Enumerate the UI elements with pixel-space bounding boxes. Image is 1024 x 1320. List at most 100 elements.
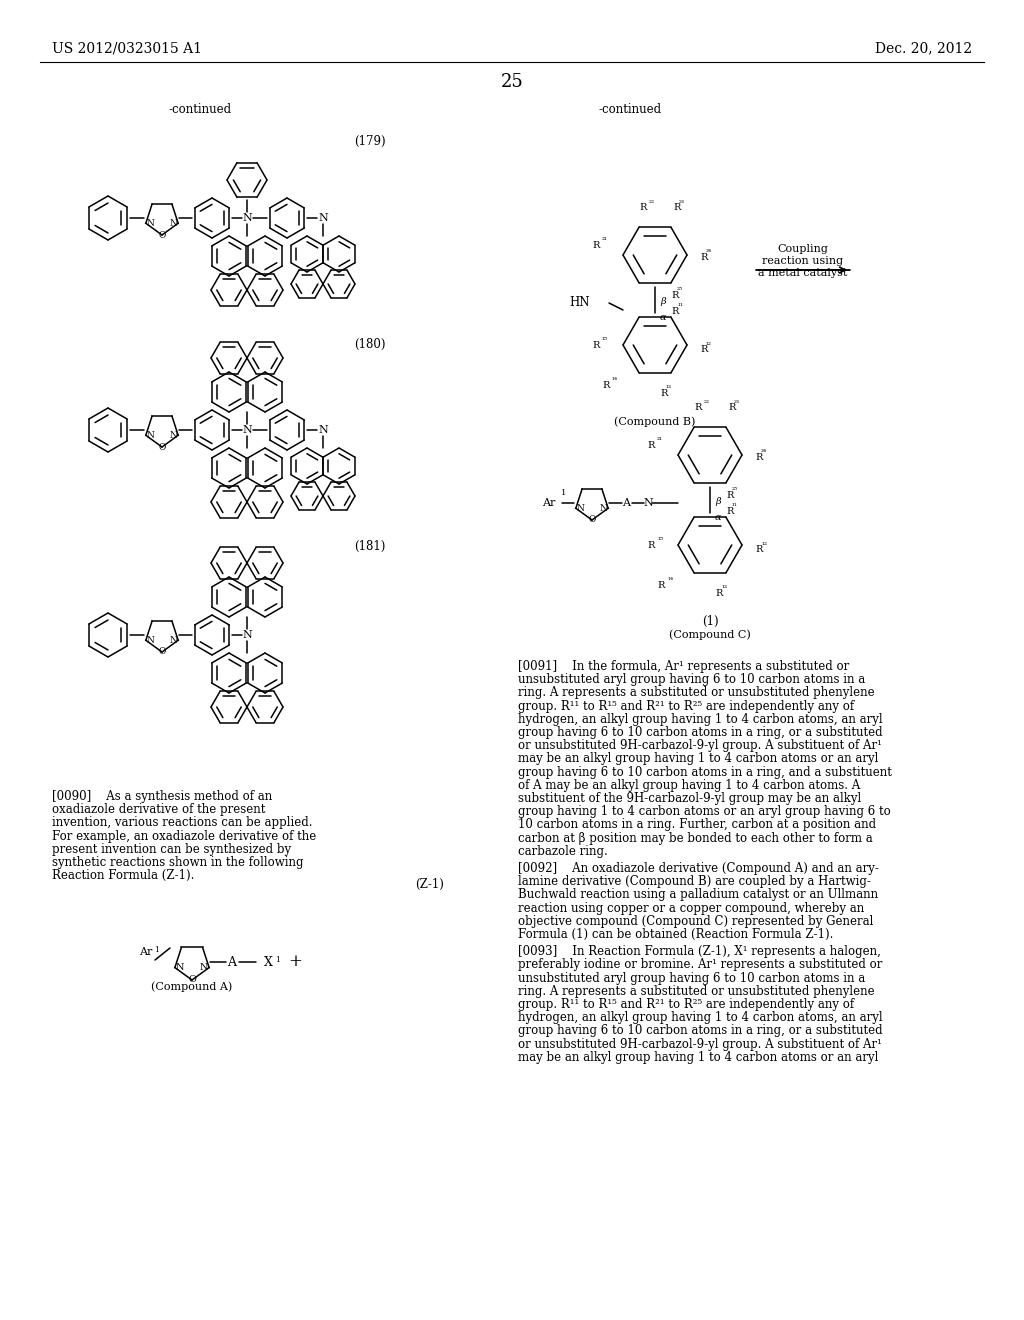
Text: ¹⁴: ¹⁴: [667, 577, 673, 585]
Text: N: N: [146, 430, 155, 440]
Text: ¹⁴: ¹⁴: [612, 378, 618, 385]
Text: Ar: Ar: [542, 498, 555, 508]
Text: R: R: [728, 404, 735, 412]
Text: group having 6 to 10 carbon atoms in a ring, or a substituted: group having 6 to 10 carbon atoms in a r…: [518, 1024, 883, 1038]
Text: N: N: [318, 425, 328, 436]
Text: [0091]    In the formula, Ar¹ represents a substituted or: [0091] In the formula, Ar¹ represents a …: [518, 660, 849, 673]
Text: ²⁴: ²⁴: [761, 449, 767, 457]
Text: R: R: [700, 252, 708, 261]
Text: reaction using: reaction using: [763, 256, 844, 267]
Text: hydrogen, an alkyl group having 1 to 4 carbon atoms, an aryl: hydrogen, an alkyl group having 1 to 4 c…: [518, 1011, 883, 1024]
Text: O: O: [589, 516, 596, 524]
Text: ²²: ²²: [649, 201, 655, 209]
Text: ¹⁵: ¹⁵: [657, 537, 663, 545]
Text: (Compound B): (Compound B): [614, 416, 695, 426]
Text: ¹³: ¹³: [666, 385, 672, 393]
Text: R: R: [715, 589, 722, 598]
Text: objective compound (Compound C) represented by General: objective compound (Compound C) represen…: [518, 915, 873, 928]
Text: R: R: [660, 388, 668, 397]
Text: -continued: -continued: [168, 103, 231, 116]
Text: R: R: [657, 581, 665, 590]
Text: R: R: [647, 540, 655, 549]
Text: N: N: [599, 504, 607, 512]
Text: R: R: [755, 453, 763, 462]
Text: R: R: [647, 441, 655, 450]
Text: N: N: [146, 636, 155, 644]
Text: N: N: [146, 219, 155, 228]
Text: β: β: [660, 297, 666, 306]
Text: (1): (1): [701, 615, 718, 628]
Text: N: N: [643, 498, 653, 508]
Text: N: N: [169, 219, 177, 228]
Text: α: α: [715, 512, 722, 521]
Text: 1: 1: [561, 488, 566, 498]
Text: or unsubstituted 9H-carbazol-9-yl group. A substituent of Ar¹: or unsubstituted 9H-carbazol-9-yl group.…: [518, 1038, 882, 1051]
Text: (181): (181): [354, 540, 386, 553]
Text: group having 1 to 4 carbon atoms or an aryl group having 6 to: group having 1 to 4 carbon atoms or an a…: [518, 805, 891, 818]
Text: β: β: [715, 498, 721, 507]
Text: R: R: [694, 404, 702, 412]
Text: ²¹: ²¹: [657, 437, 663, 445]
Text: ²³: ²³: [679, 201, 685, 209]
Text: -continued: -continued: [598, 103, 662, 116]
Text: a metal catalyst: a metal catalyst: [759, 268, 848, 279]
Text: may be an alkyl group having 1 to 4 carbon atoms or an aryl: may be an alkyl group having 1 to 4 carb…: [518, 1051, 879, 1064]
Text: ²¹: ²¹: [602, 238, 608, 246]
Text: Coupling: Coupling: [777, 244, 828, 253]
Text: R: R: [755, 545, 763, 554]
Text: R: R: [671, 290, 678, 300]
Text: O: O: [159, 442, 166, 451]
Text: of A may be an alkyl group having 1 to 4 carbon atoms. A: of A may be an alkyl group having 1 to 4…: [518, 779, 860, 792]
Text: R: R: [673, 203, 680, 213]
Text: Dec. 20, 2012: Dec. 20, 2012: [874, 41, 972, 55]
Text: synthetic reactions shown in the following: synthetic reactions shown in the followi…: [52, 855, 303, 869]
Text: (Compound C): (Compound C): [669, 630, 751, 640]
Text: US 2012/0323015 A1: US 2012/0323015 A1: [52, 41, 202, 55]
Text: α: α: [660, 313, 667, 322]
Text: 25: 25: [501, 73, 523, 91]
Text: ring. A represents a substituted or unsubstituted phenylene: ring. A represents a substituted or unsu…: [518, 985, 874, 998]
Text: HN: HN: [569, 297, 590, 309]
Text: A: A: [622, 498, 630, 508]
Text: R: R: [671, 306, 678, 315]
Text: R: R: [700, 346, 708, 355]
Text: (179): (179): [354, 135, 386, 148]
Text: N: N: [242, 630, 252, 640]
Text: N: N: [176, 964, 184, 972]
Text: invention, various reactions can be applied.: invention, various reactions can be appl…: [52, 816, 312, 829]
Text: N: N: [242, 213, 252, 223]
Text: group having 6 to 10 carbon atoms in a ring, or a substituted: group having 6 to 10 carbon atoms in a r…: [518, 726, 883, 739]
Text: O: O: [159, 231, 166, 239]
Text: Ar: Ar: [138, 946, 152, 957]
Text: group. R¹¹ to R¹⁵ and R²¹ to R²⁵ are independently any of: group. R¹¹ to R¹⁵ and R²¹ to R²⁵ are ind…: [518, 998, 854, 1011]
Text: ¹²: ¹²: [706, 342, 712, 350]
Text: ²²: ²²: [705, 400, 710, 408]
Text: ¹²: ¹²: [761, 543, 767, 550]
Text: N: N: [242, 425, 252, 436]
Text: Formula (1) can be obtained (Reaction Formula Z-1).: Formula (1) can be obtained (Reaction Fo…: [518, 928, 834, 941]
Text: A: A: [227, 956, 237, 969]
Text: ²⁵: ²⁵: [677, 286, 683, 294]
Text: (Compound A): (Compound A): [152, 982, 232, 993]
Text: ¹¹: ¹¹: [732, 503, 738, 511]
Text: ¹⁵: ¹⁵: [602, 337, 608, 345]
Text: N: N: [169, 430, 177, 440]
Text: oxadiazole derivative of the present: oxadiazole derivative of the present: [52, 803, 265, 816]
Text: carbazole ring.: carbazole ring.: [518, 845, 608, 858]
Text: O: O: [188, 975, 196, 985]
Text: lamine derivative (Compound B) are coupled by a Hartwig-: lamine derivative (Compound B) are coupl…: [518, 875, 870, 888]
Text: preferably iodine or bromine. Ar¹ represents a substituted or: preferably iodine or bromine. Ar¹ repres…: [518, 958, 883, 972]
Text: Buchwald reaction using a palladium catalyst or an Ullmann: Buchwald reaction using a palladium cata…: [518, 888, 879, 902]
Text: 1: 1: [154, 946, 159, 954]
Text: hydrogen, an alkyl group having 1 to 4 carbon atoms, an aryl: hydrogen, an alkyl group having 1 to 4 c…: [518, 713, 883, 726]
Text: R: R: [593, 341, 600, 350]
Text: may be an alkyl group having 1 to 4 carbon atoms or an aryl: may be an alkyl group having 1 to 4 carb…: [518, 752, 879, 766]
Text: unsubstituted aryl group having 6 to 10 carbon atoms in a: unsubstituted aryl group having 6 to 10 …: [518, 972, 865, 985]
Text: Reaction Formula (Z-1).: Reaction Formula (Z-1).: [52, 869, 195, 882]
Text: O: O: [159, 648, 166, 656]
Text: or unsubstituted 9H-carbazol-9-yl group. A substituent of Ar¹: or unsubstituted 9H-carbazol-9-yl group.…: [518, 739, 882, 752]
Text: R: R: [726, 491, 733, 499]
Text: ring. A represents a substituted or unsubstituted phenylene: ring. A represents a substituted or unsu…: [518, 686, 874, 700]
Text: ¹³: ¹³: [721, 585, 727, 593]
Text: group having 6 to 10 carbon atoms in a ring, and a substituent: group having 6 to 10 carbon atoms in a r…: [518, 766, 892, 779]
